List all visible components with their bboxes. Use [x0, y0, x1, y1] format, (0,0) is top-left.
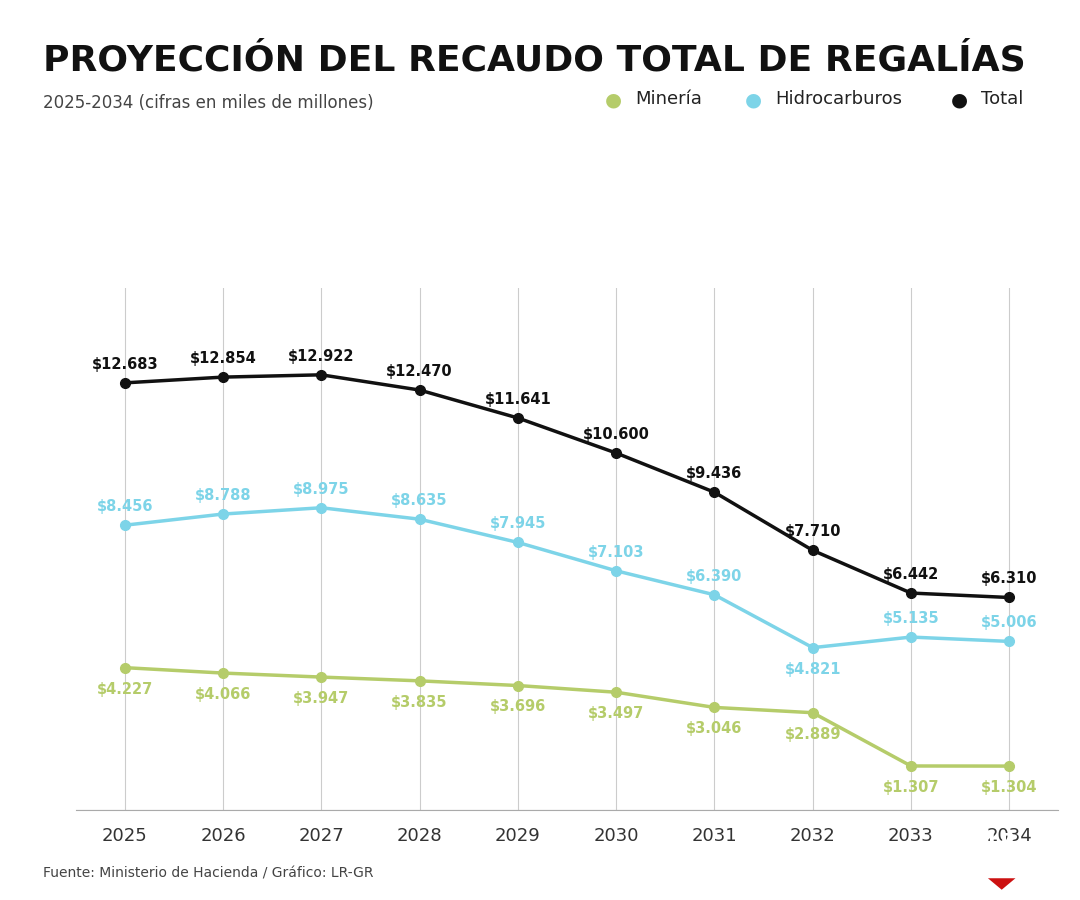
Text: $12.470: $12.470 — [387, 364, 453, 379]
Text: Total: Total — [981, 90, 1023, 108]
Text: $1.304: $1.304 — [981, 780, 1038, 795]
Text: PROYECCIÓN DEL RECAUDO TOTAL DE REGALÍAS: PROYECCIÓN DEL RECAUDO TOTAL DE REGALÍAS — [43, 43, 1026, 77]
Text: $6.442: $6.442 — [882, 567, 940, 582]
Text: $12.922: $12.922 — [288, 348, 354, 364]
Text: $12.854: $12.854 — [190, 351, 256, 366]
Text: $9.436: $9.436 — [686, 466, 743, 482]
Text: $8.456: $8.456 — [96, 500, 153, 514]
Text: Fuente: Ministerio de Hacienda / Gráfico: LR-GR: Fuente: Ministerio de Hacienda / Gráfico… — [43, 866, 374, 880]
Text: Minería: Minería — [635, 90, 702, 108]
Text: $3.696: $3.696 — [489, 699, 546, 715]
Text: $5.135: $5.135 — [882, 611, 940, 626]
Text: $8.635: $8.635 — [391, 493, 448, 508]
Text: $4.066: $4.066 — [194, 687, 252, 702]
Text: $10.600: $10.600 — [583, 427, 649, 442]
Text: ●: ● — [605, 90, 622, 109]
Text: 2025-2034 (cifras en miles de millones): 2025-2034 (cifras en miles de millones) — [43, 94, 374, 112]
Text: $8.975: $8.975 — [293, 482, 350, 497]
Text: $6.390: $6.390 — [686, 569, 743, 584]
Text: $1.307: $1.307 — [882, 780, 940, 795]
Text: $4.227: $4.227 — [96, 681, 153, 697]
Text: $6.310: $6.310 — [981, 572, 1038, 587]
Text: $3.947: $3.947 — [293, 691, 350, 706]
Text: $7.103: $7.103 — [588, 544, 645, 560]
Text: $3.046: $3.046 — [686, 721, 743, 736]
Text: Hidrocarburos: Hidrocarburos — [775, 90, 903, 108]
Text: $11.641: $11.641 — [485, 392, 551, 407]
Text: $3.497: $3.497 — [588, 706, 645, 721]
Text: $2.889: $2.889 — [784, 726, 841, 742]
Text: $5.006: $5.006 — [981, 616, 1038, 630]
Text: $7.710: $7.710 — [784, 524, 841, 539]
Text: $3.835: $3.835 — [391, 695, 448, 710]
Polygon shape — [988, 878, 1015, 890]
Text: ●: ● — [745, 90, 762, 109]
Text: LR: LR — [987, 833, 1016, 853]
Text: $4.821: $4.821 — [784, 662, 841, 677]
Text: $7.945: $7.945 — [489, 517, 546, 531]
Text: $8.788: $8.788 — [194, 488, 252, 503]
Text: $12.683: $12.683 — [92, 356, 158, 372]
Text: ●: ● — [950, 90, 968, 109]
